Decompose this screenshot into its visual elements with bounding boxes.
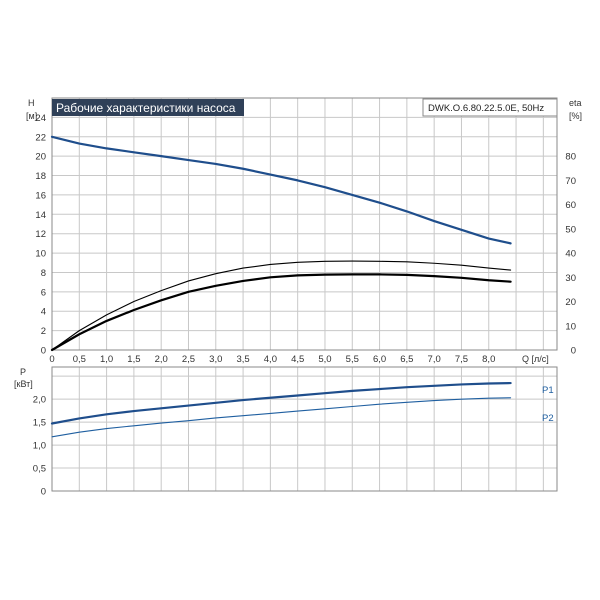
left-y-tick-label: 4: [41, 307, 46, 318]
left-axis-label-quantity: H: [28, 98, 35, 108]
left-y-tick-label: 20: [35, 152, 46, 163]
model-label: DWK.O.6.80.22.5.0E, 50Hz: [428, 103, 544, 114]
top-plot-frame: [51, 97, 558, 351]
left-y-tick-label: 18: [35, 171, 46, 182]
left-y-tick-label: 22: [35, 132, 46, 143]
x-tick-label: 6,0: [373, 354, 386, 365]
title-background: [52, 99, 244, 116]
x-axis-label: Q [л/с]: [522, 354, 549, 364]
bottom-tick-labels: 0 0,5 1,0 1,5 2,0: [33, 395, 46, 498]
bottom-grid: [52, 367, 557, 491]
top-tick-labels: 0 0,5 1,0 1,5 2,0 2,5 3,0 3,5 4,0 4,5 5,0 5,5 6,0 6,5…: [35, 113, 576, 365]
right-axis-label-unit: [%]: [569, 111, 582, 121]
x-tick-label: 3,0: [209, 354, 222, 365]
x-tick-label: 4,0: [264, 354, 277, 365]
left-y-tick-label: 24: [35, 113, 46, 124]
right-y-tick-label: 0: [571, 346, 576, 357]
chart-title: Рабочие характеристики насоса: [56, 101, 236, 115]
power-curve-p2-line: [51, 397, 512, 438]
left-y-tick-label: 0: [41, 346, 46, 357]
x-tick-label: 1,0: [100, 354, 113, 365]
power-y-tick-label: 1,0: [33, 441, 46, 452]
head-curve-line: [50, 135, 512, 245]
x-tick-label: 0: [49, 354, 54, 365]
left-y-tick-label: 6: [41, 287, 46, 298]
right-y-tick-label: 70: [565, 176, 576, 187]
right-y-tick-label: 40: [565, 249, 576, 260]
x-tick-label: 2,0: [155, 354, 168, 365]
top-grid: [52, 98, 557, 350]
right-y-tick-label: 80: [565, 152, 576, 163]
power-panel: 0 0,5 1,0 1,5 2,0 P [кВт] P1 P2: [14, 366, 558, 498]
right-y-tick-label: 50: [565, 224, 576, 235]
efficiency-lower-curve-line: [50, 273, 512, 352]
x-tick-label: 6,5: [400, 354, 413, 365]
right-y-tick-label: 60: [565, 200, 576, 211]
left-y-tick-label: 16: [35, 190, 46, 201]
x-tick-label: 1,5: [127, 354, 140, 365]
x-tick-label: 2,5: [182, 354, 195, 365]
x-tick-label: 7,0: [428, 354, 441, 365]
power-y-tick-label: 0: [41, 487, 46, 498]
x-tick-label: 8,0: [482, 354, 495, 365]
series-label-p1: P1: [542, 385, 554, 396]
x-tick-label: 5,5: [346, 354, 359, 365]
left-axis-label-unit: [м]: [26, 111, 37, 121]
left-y-tick-label: 10: [35, 249, 46, 260]
x-tick-label: 7,5: [455, 354, 468, 365]
right-axis-label-quantity: eta: [569, 98, 582, 108]
power-curve-p1-line: [50, 381, 512, 425]
right-y-tick-label: 10: [565, 321, 576, 332]
efficiency-upper-curve-line: [51, 260, 512, 351]
right-y-tick-label: 30: [565, 273, 576, 284]
power-axis-label-unit: [кВт]: [14, 379, 33, 389]
series-label-p2: P2: [542, 413, 554, 424]
x-tick-label: 5,0: [318, 354, 331, 365]
left-y-tick-label: 8: [41, 268, 46, 279]
head-efficiency-panel: 0 0,5 1,0 1,5 2,0 2,5 3,0 3,5 4,0 4,5 5,0 5,5 6,0 6,5…: [26, 97, 582, 365]
x-tick-label: 3,5: [236, 354, 249, 365]
right-y-tick-label: 20: [565, 297, 576, 308]
top-series-group: [50, 135, 512, 352]
left-y-tick-label: 14: [35, 210, 46, 221]
left-y-tick-label: 12: [35, 229, 46, 240]
power-y-tick-label: 0,5: [33, 464, 46, 475]
power-y-tick-label: 2,0: [33, 395, 46, 406]
x-tick-label: 4,5: [291, 354, 304, 365]
model-label-box: [422, 98, 558, 117]
left-y-tick-label: 2: [41, 326, 46, 337]
power-axis-label-quantity: P: [20, 367, 26, 377]
power-y-tick-label: 1,5: [33, 418, 46, 429]
bottom-plot-frame: [51, 366, 558, 492]
bottom-series-group: [50, 381, 512, 438]
x-tick-label: 0,5: [73, 354, 86, 365]
